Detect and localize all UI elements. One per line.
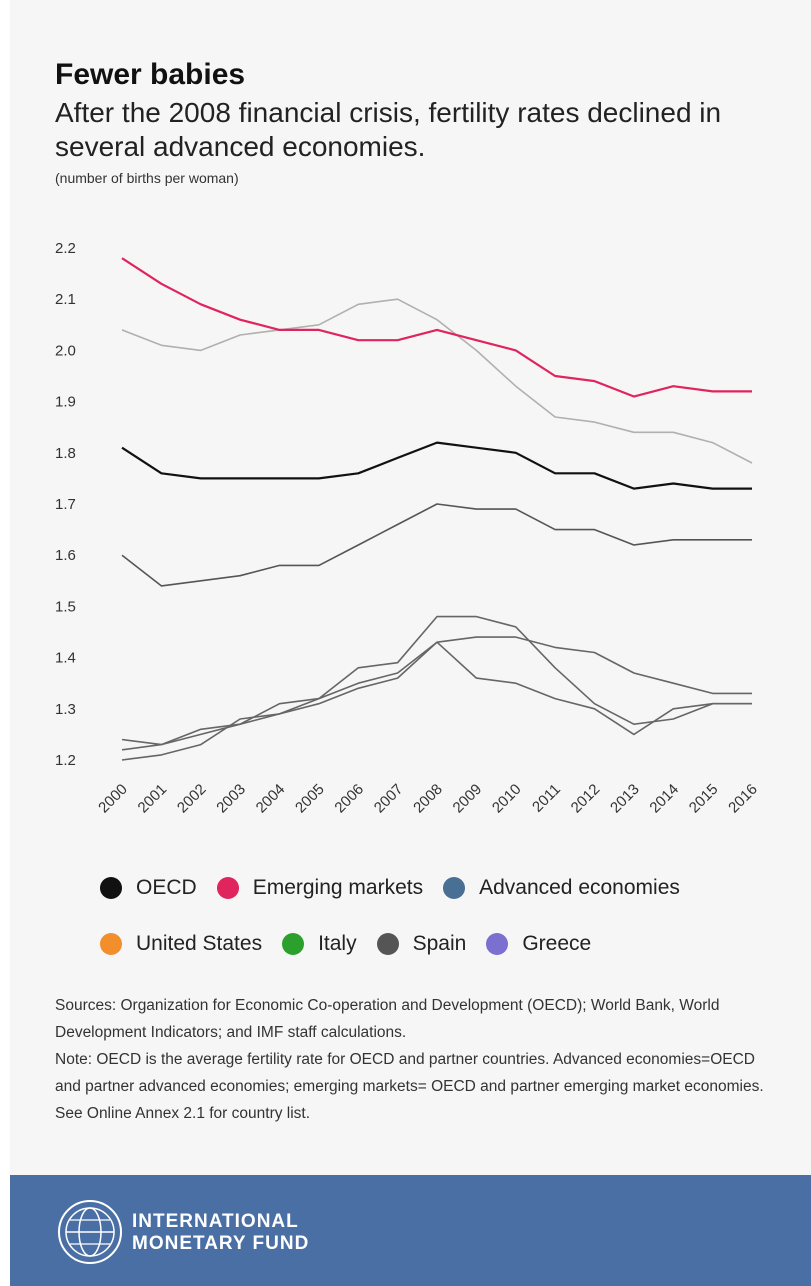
x-tick-label: 2001	[135, 781, 171, 817]
legend-item: Advanced economies	[443, 876, 680, 900]
legend-label: Greece	[522, 932, 592, 955]
x-tick-label: 2008	[410, 781, 446, 817]
legend-label: United States	[136, 932, 263, 955]
legend-swatch	[486, 933, 509, 955]
y-tick-label: 1.4	[55, 650, 76, 667]
series-line-united-states	[121, 298, 753, 464]
legend-label: OECD	[136, 876, 197, 899]
legend-item: Italy	[282, 932, 357, 956]
imf-wordmark: INTERNATIONAL MONETARY FUND	[132, 1211, 309, 1255]
legend-swatch	[100, 933, 122, 955]
legend-swatch	[100, 877, 122, 899]
legend-swatch	[282, 933, 305, 955]
chart-card: Fewer babies After the 2008 financial cr…	[10, 0, 811, 1286]
unit-label: (number of births per woman)	[55, 170, 239, 186]
note-text: Note: OECD is the average fertility rate…	[55, 1051, 764, 1122]
x-tick-label: 2006	[331, 781, 367, 817]
legend-label: Spain	[412, 932, 467, 955]
sources-text: Sources: Organization for Economic Co-op…	[55, 997, 720, 1041]
legend-item: Greece	[486, 932, 591, 956]
footer-banner: INTERNATIONAL MONETARY FUND	[10, 1175, 811, 1286]
y-tick-label: 2.0	[55, 342, 76, 359]
series-line-oecd	[121, 441, 752, 490]
org-line-2: MONETARY FUND	[132, 1233, 310, 1254]
legend-swatch	[376, 933, 399, 955]
y-tick-label: 1.6	[55, 547, 76, 564]
x-tick-label: 2009	[450, 781, 486, 817]
x-tick-label: 2016	[725, 781, 761, 817]
x-axis-ticks: 2000 2001 2002 2003 2004 2005 2006 2007 2008 2009…	[95, 781, 761, 817]
legend-row: United States Italy Spain Greece	[100, 916, 790, 972]
x-tick-label: 2014	[646, 781, 682, 817]
x-tick-label: 2010	[489, 781, 525, 817]
x-tick-label: 2002	[174, 781, 210, 817]
legend: OECD Emerging markets Advanced economies U…	[100, 860, 790, 972]
line-chart: 1.21.31.41.51.61.71.81.92.02.12.2 2000 20…	[55, 240, 761, 817]
series-line-emerging-markets	[121, 257, 752, 398]
legend-item: Spain	[376, 932, 467, 956]
x-tick-label: 2004	[253, 781, 289, 817]
x-tick-label: 2000	[95, 781, 131, 817]
legend-item: OECD	[100, 876, 197, 900]
org-line-1: INTERNATIONAL	[132, 1211, 299, 1232]
series-lines	[121, 257, 753, 761]
y-tick-label: 1.3	[55, 701, 76, 718]
legend-row: OECD Emerging markets Advanced economies	[100, 860, 790, 916]
legend-item: Emerging markets	[216, 876, 424, 900]
legend-label: Advanced economies	[479, 876, 680, 899]
x-tick-label: 2012	[568, 781, 604, 817]
x-tick-label: 2003	[213, 781, 249, 817]
y-tick-label: 2.1	[55, 291, 76, 308]
y-tick-label: 1.2	[55, 752, 76, 769]
series-line-advanced-economies	[121, 503, 752, 587]
series-line-greece	[121, 615, 752, 761]
legend-label: Italy	[318, 932, 357, 955]
legend-label: Emerging markets	[252, 876, 424, 899]
x-tick-label: 2013	[607, 781, 643, 817]
y-tick-label: 1.7	[55, 496, 76, 513]
y-tick-label: 1.5	[55, 598, 76, 615]
legend-swatch	[443, 877, 466, 899]
y-tick-label: 2.2	[55, 240, 76, 257]
chart-title: Fewer babies	[55, 58, 246, 91]
series-line-italy	[121, 636, 752, 746]
chart-subtitle: After the 2008 financial crisis, fertili…	[55, 97, 722, 162]
legend-swatch	[216, 877, 239, 899]
x-tick-label: 2015	[686, 781, 722, 817]
x-tick-label: 2007	[371, 781, 407, 817]
legend-item: United States	[100, 932, 262, 956]
y-tick-label: 1.9	[55, 394, 76, 411]
y-axis-ticks: 1.2 1.3 1.4 1.5 1.6 1.7 1.8 1.9 2.0 2.1 2.2	[55, 240, 76, 769]
imf-seal-icon	[58, 1200, 122, 1264]
x-tick-label: 2011	[529, 781, 564, 816]
x-tick-label: 2005	[292, 781, 328, 817]
sources-note: Sources: Organization for Economic Co-op…	[55, 992, 775, 1127]
y-tick-label: 1.8	[55, 445, 76, 462]
